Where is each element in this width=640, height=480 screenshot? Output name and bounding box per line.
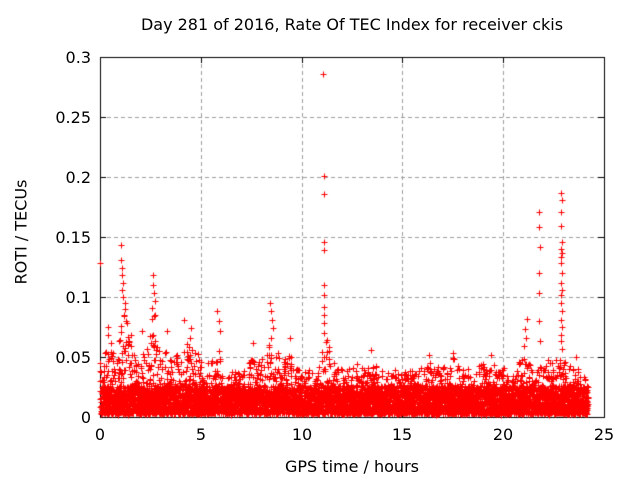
y-tick-label: 0.05 [55,348,91,367]
x-tick-label: 0 [94,425,106,444]
y-tick-label: 0.2 [65,168,91,187]
x-tick-label: 5 [195,425,207,444]
y-tick-label: 0.3 [65,48,91,67]
x-tick-label: 25 [593,425,615,444]
y-tick-label: 0.25 [55,108,91,127]
x-tick-label: 10 [291,425,313,444]
y-tick-label: 0.1 [65,288,91,307]
y-tick-label: 0 [80,408,91,427]
x-tick-label: 20 [492,425,514,444]
x-axis-label: GPS time / hours [285,457,419,476]
x-tick-label: 15 [391,425,413,444]
y-tick-label: 0.15 [55,228,91,247]
chart-title: Day 281 of 2016, Rate Of TEC Index for r… [140,15,564,34]
